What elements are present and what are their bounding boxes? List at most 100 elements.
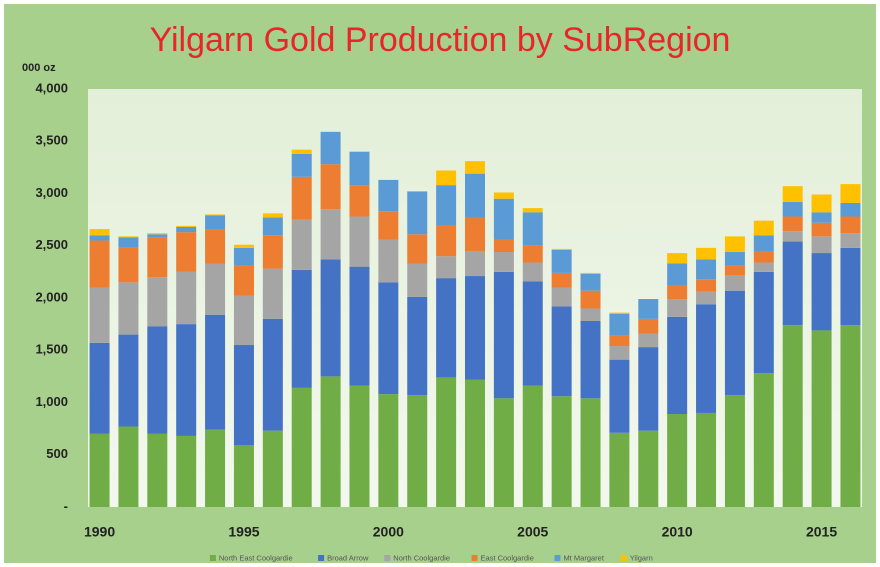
bar-segment bbox=[724, 290, 745, 396]
bar-segment bbox=[291, 387, 312, 507]
bar-segment bbox=[493, 192, 514, 199]
legend-swatch bbox=[209, 555, 216, 561]
bar-segment bbox=[753, 220, 774, 236]
bar-segment bbox=[811, 194, 832, 213]
bar-segment bbox=[262, 318, 283, 431]
y-tick-label: 2,500 bbox=[35, 237, 68, 252]
bar-segment bbox=[493, 271, 514, 399]
bar-segment bbox=[811, 330, 832, 507]
bar-segment bbox=[493, 252, 514, 272]
bar-segment bbox=[753, 271, 774, 374]
bar-segment bbox=[176, 324, 197, 436]
bar-segment bbox=[638, 318, 659, 334]
bar-segment bbox=[436, 256, 457, 279]
bar-segment bbox=[436, 170, 457, 186]
bar-segment bbox=[551, 248, 572, 250]
bar-segment bbox=[696, 259, 717, 280]
bar-segment bbox=[407, 234, 428, 264]
bar-segment bbox=[493, 239, 514, 253]
legend-label: Mt Margaret bbox=[564, 553, 605, 562]
bar-segment bbox=[118, 334, 139, 427]
bar-segment bbox=[176, 232, 197, 272]
bar-segment bbox=[551, 396, 572, 507]
bar-segment bbox=[724, 236, 745, 253]
bar-segment bbox=[840, 233, 861, 248]
legend-label: Broad Arrow bbox=[327, 553, 369, 562]
bar-segment bbox=[320, 376, 341, 507]
bar-segment bbox=[349, 266, 370, 386]
bar-segment bbox=[147, 234, 168, 238]
bar-segment bbox=[840, 184, 861, 203]
bar-segment bbox=[667, 299, 688, 317]
bar-segment bbox=[233, 247, 254, 266]
y-unit-label: 000 oz bbox=[22, 62, 56, 74]
bar-segment bbox=[118, 237, 139, 248]
bar-segment bbox=[782, 231, 803, 242]
bar-segment bbox=[378, 282, 399, 395]
bar-segment bbox=[753, 373, 774, 507]
bar-segment bbox=[638, 299, 659, 319]
bar-segment bbox=[262, 430, 283, 507]
bar-segment bbox=[176, 435, 197, 507]
bar-segment bbox=[349, 216, 370, 267]
bar-segment bbox=[667, 413, 688, 507]
x-tick-label: 2000 bbox=[373, 524, 404, 540]
bar-segment bbox=[609, 313, 630, 336]
bar-segment bbox=[696, 412, 717, 507]
bar-segment bbox=[118, 282, 139, 335]
bar-segment bbox=[205, 229, 226, 264]
bar-segment bbox=[465, 276, 485, 380]
y-tick-label: 3,000 bbox=[35, 185, 68, 200]
bar-segment bbox=[609, 335, 630, 347]
bar-segment bbox=[840, 202, 861, 217]
bar-segment bbox=[407, 296, 428, 396]
bar-segment bbox=[782, 201, 803, 217]
bar-segment bbox=[89, 287, 110, 343]
bar-segment bbox=[291, 149, 312, 154]
bar-segment bbox=[205, 314, 226, 430]
bar-segment bbox=[291, 269, 312, 388]
bar-segment bbox=[349, 185, 370, 217]
bar-segment bbox=[580, 290, 601, 309]
bar-segment bbox=[522, 385, 543, 507]
bar-segment bbox=[609, 346, 630, 360]
bar-segment bbox=[609, 432, 630, 507]
bar-segment bbox=[349, 385, 370, 507]
bar-segment bbox=[724, 252, 745, 266]
bar-segment bbox=[378, 211, 399, 240]
chart-title: Yilgarn Gold Production by SubRegion bbox=[150, 21, 731, 59]
bar-segment bbox=[147, 433, 168, 507]
bar-segment bbox=[551, 272, 572, 288]
x-tick-label: 1990 bbox=[84, 524, 115, 540]
bar-segment bbox=[118, 236, 139, 238]
bar-segment bbox=[465, 379, 485, 507]
bar-segment bbox=[840, 247, 861, 326]
bar-segment bbox=[320, 164, 341, 210]
bar-segment bbox=[580, 273, 601, 291]
bar-segment bbox=[522, 281, 543, 386]
bar-segment bbox=[580, 272, 601, 274]
bar-segment bbox=[753, 235, 774, 251]
bar-segment bbox=[782, 241, 803, 326]
bar-segment bbox=[233, 265, 254, 296]
x-tick-label: 2015 bbox=[806, 524, 837, 540]
bar-segment bbox=[753, 250, 774, 263]
bar-segment bbox=[696, 291, 717, 305]
legend-swatch bbox=[384, 555, 391, 561]
bar-segment bbox=[205, 215, 226, 230]
bar-segment bbox=[320, 259, 341, 377]
bar-segment bbox=[89, 342, 110, 434]
bar-segment bbox=[667, 316, 688, 414]
bar-segment bbox=[667, 285, 688, 300]
bar-segment bbox=[233, 445, 254, 507]
bar-segment bbox=[89, 229, 110, 236]
bar-segment bbox=[262, 217, 283, 236]
bar-segment bbox=[811, 236, 832, 254]
bar-segment bbox=[638, 430, 659, 507]
bar-segment bbox=[262, 235, 283, 269]
legend-label: East Coolgardie bbox=[481, 553, 534, 562]
bar-segment bbox=[349, 151, 370, 186]
bar-segment bbox=[753, 262, 774, 272]
bar-segment bbox=[378, 239, 399, 283]
bar-segment bbox=[205, 214, 226, 216]
